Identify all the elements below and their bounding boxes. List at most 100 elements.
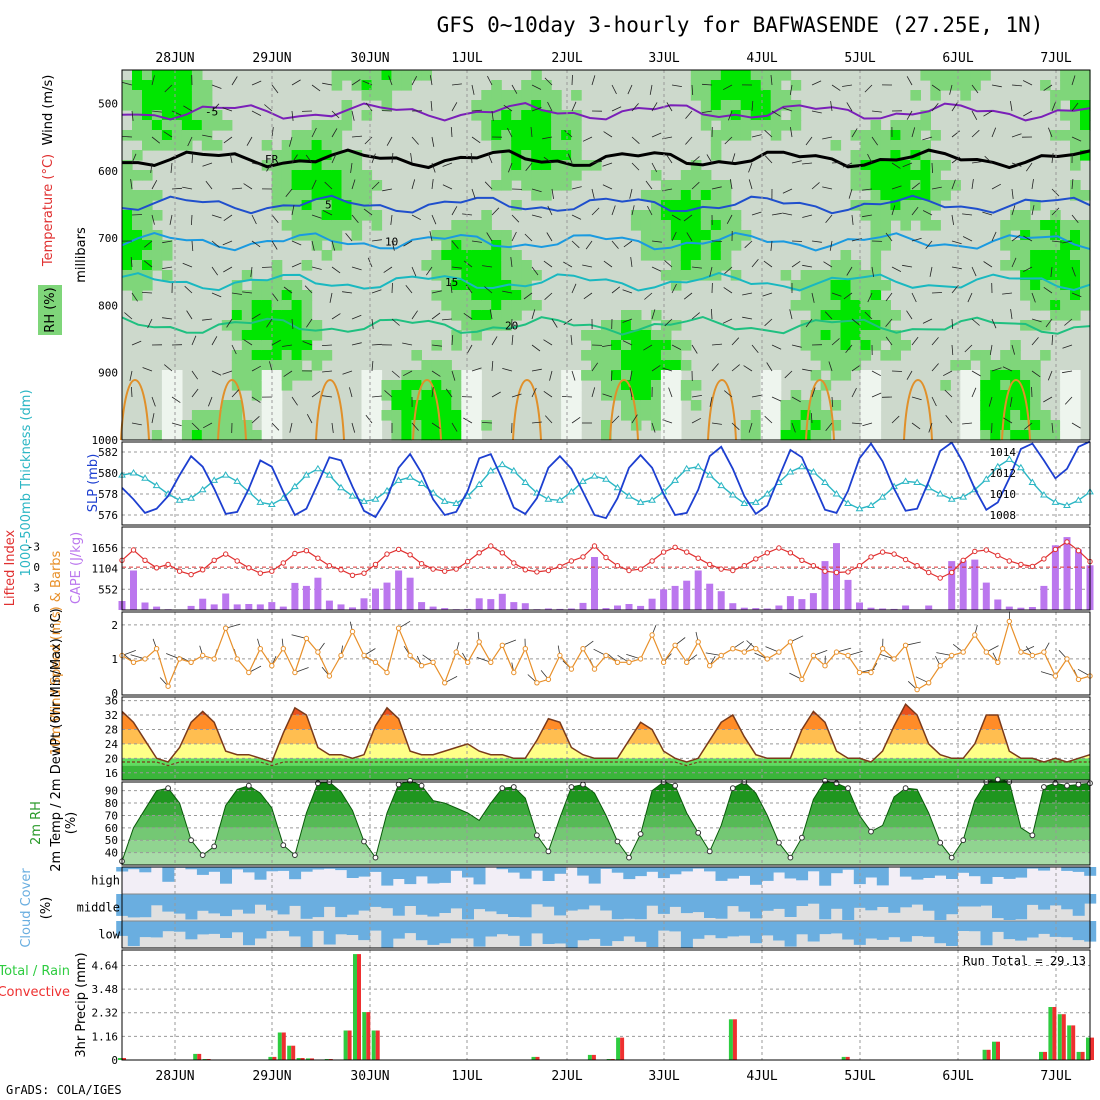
rh-cell [571, 390, 582, 401]
rh-cell [271, 340, 283, 351]
wind-barb [702, 110, 713, 113]
wind-barb [651, 132, 662, 138]
rh-cell [211, 420, 223, 431]
rh-cell [321, 200, 333, 211]
rh-cell [680, 210, 692, 221]
wind-barb [331, 153, 337, 164]
thickness-point [1016, 463, 1025, 471]
rh-cell [411, 370, 422, 381]
wind-barb [751, 211, 762, 216]
rh-cell [930, 200, 941, 211]
rh-cell [151, 250, 163, 261]
wind-barb [321, 344, 333, 346]
rh-cell [251, 280, 263, 291]
rh-cell [1050, 260, 1061, 271]
thickness-point [567, 487, 576, 495]
rh-cell [710, 220, 722, 231]
rh-cell [291, 220, 303, 231]
wind-barb [351, 314, 362, 320]
rh-cell [830, 330, 842, 341]
wind10m-point [349, 628, 356, 635]
cloud-bar [842, 894, 855, 920]
rh-cell [890, 210, 901, 221]
cloud-bar [231, 921, 244, 933]
rh-cell [690, 230, 702, 241]
precip-convective-bar [1043, 1051, 1047, 1060]
rh-cell [760, 430, 772, 441]
rh-cell [720, 130, 732, 141]
cape-bar [798, 599, 806, 610]
rh-cell [291, 210, 303, 221]
rh-cell [261, 280, 273, 291]
rh-cell [710, 190, 722, 201]
rh-cell [181, 130, 193, 141]
wind-barb [570, 335, 573, 346]
wind-barb [305, 154, 313, 164]
wind-barb [489, 309, 493, 320]
rh-cell [521, 300, 532, 311]
rh-cell [421, 70, 432, 81]
wind-barb [603, 131, 613, 138]
cloud-bar [692, 921, 705, 939]
rh-cell [611, 350, 622, 361]
rh-cell [271, 390, 283, 401]
wind-barb [226, 318, 233, 328]
rh-cell [700, 80, 712, 91]
rh-cell [391, 420, 402, 431]
wind-barb [191, 214, 193, 226]
thickness-point [1063, 501, 1071, 509]
rh-cell [221, 430, 233, 441]
isotherm-25-contour [805, 379, 835, 441]
wind-barb [911, 292, 917, 303]
wind-barb [1022, 80, 1033, 86]
rh-cell [122, 130, 133, 141]
rh-cell [471, 400, 482, 411]
rh-cell [501, 160, 512, 171]
rh-cell [341, 150, 353, 161]
wind-barb [591, 207, 600, 216]
rh-cell [261, 380, 273, 391]
thickness-point [325, 471, 334, 478]
rh-cell [611, 360, 622, 371]
rh-cell [271, 200, 283, 211]
wind-barb [549, 370, 553, 381]
rh-cell [211, 430, 223, 441]
precip-convective-bar [1061, 1014, 1066, 1060]
rh-cell [621, 350, 632, 361]
cloud-bar [381, 921, 394, 948]
rh-cell [710, 110, 722, 121]
rh-cell [601, 420, 612, 431]
wind-barb [531, 421, 542, 424]
wind-barb [971, 129, 980, 138]
rh-cell [970, 410, 981, 421]
rh-cell [1060, 240, 1071, 251]
rh-cell [481, 240, 492, 251]
rh-cell [311, 220, 323, 231]
wind-barb [331, 313, 341, 320]
wind-barb [949, 84, 953, 95]
rh-cell [870, 180, 882, 191]
rh-cell [910, 130, 921, 141]
precip-tick-label: 2.32 [92, 1007, 119, 1020]
isotherm-line [121, 194, 1091, 215]
rh-cell [521, 290, 532, 301]
rh-cell [161, 100, 173, 111]
rh-cell [680, 270, 692, 281]
rh-cell [241, 350, 253, 361]
rh-cell [670, 380, 682, 391]
cloud-bar [243, 894, 255, 914]
wind-barb [191, 152, 194, 164]
rh-point [510, 784, 517, 790]
thickness-point [625, 492, 633, 499]
wind-barb [351, 342, 362, 346]
wind-barb [848, 188, 853, 199]
rh-cell [301, 290, 313, 301]
wind-barb [951, 156, 961, 164]
rh-cell [820, 350, 832, 361]
wind-barb [371, 289, 382, 294]
wind-barb [611, 240, 619, 249]
thickness-point [509, 466, 518, 474]
thickness-point [198, 485, 207, 493]
rh-cell [371, 180, 383, 191]
rh-cell [132, 70, 143, 81]
